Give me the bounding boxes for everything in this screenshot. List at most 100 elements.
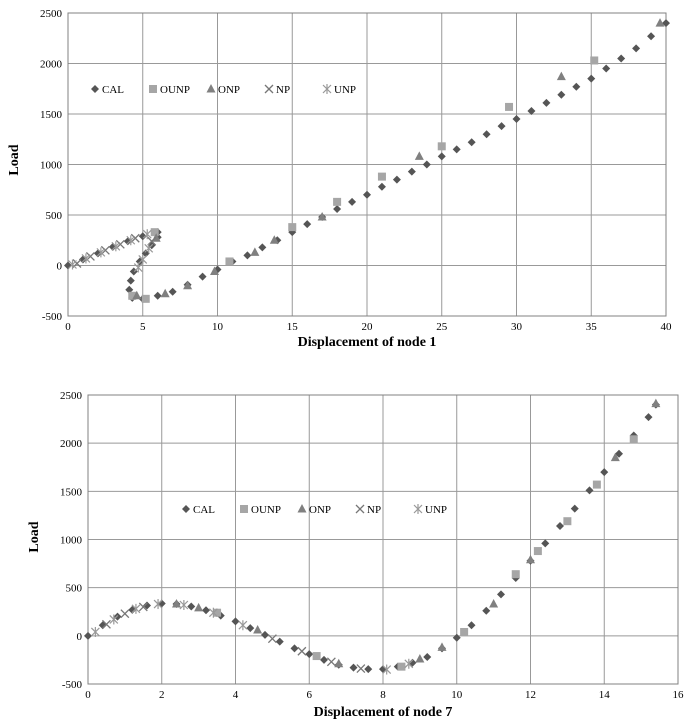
chart1-y-tick-label: 1000 (40, 160, 63, 172)
chart2-np-point (297, 646, 307, 656)
chart-node-1: 0 5 10 15 20 25 30 35 40 -500 0 500 1000 1500 2000 2500… (0, 0, 693, 362)
chart2-y-tick-label: 1500 (60, 486, 83, 498)
chart2-ounp-point (312, 652, 321, 661)
chart1-onp-point (132, 290, 142, 300)
chart1-onp-point (556, 71, 566, 81)
chart1-cal-point (497, 122, 506, 131)
chart1-cal-point (198, 272, 207, 281)
chart2-x-tick-label: 14 (599, 689, 611, 701)
chart2-unp-point (90, 626, 100, 637)
chart1-cal-point (303, 220, 312, 229)
chart2-x-tick-label: 4 (233, 689, 239, 701)
chart2-legend-marker-cal (182, 505, 190, 513)
chart2-cal-point (482, 606, 491, 615)
chart2-x-tick-label: 8 (380, 689, 386, 701)
chart2-legend-marker-np (355, 504, 365, 514)
chart1-y-axis-title: Load (7, 144, 22, 175)
chart2-series-ounp (213, 435, 638, 671)
chart1-cal-point (572, 82, 581, 91)
chart1-cal-point (348, 197, 357, 206)
chart2-ounp-point (213, 608, 222, 617)
chart2-legend-label-np: NP (367, 504, 381, 516)
chart2-legend: CAL OUNP ONP NP UNP (182, 504, 447, 516)
chart1-y-tick-label: -500 (42, 311, 63, 323)
chart1-legend-label-np: NP (276, 84, 290, 96)
chart1-cal-point (422, 160, 431, 169)
chart2-cal-point (644, 413, 653, 422)
chart1-ounp-point (150, 228, 159, 237)
chart2-legend-label-unp: UNP (425, 504, 447, 516)
chart1-legend-label-unp: UNP (334, 84, 356, 96)
chart1-ounp-point (128, 291, 137, 300)
chart2-unp-point (404, 658, 414, 669)
chart1-cal-point (138, 232, 147, 241)
chart1-cal-point (527, 106, 536, 115)
chart1-ounp-point (141, 294, 150, 303)
chart2-cal-point (570, 504, 579, 513)
chart1-onp-point (210, 266, 220, 276)
chart1-np-point (85, 251, 95, 261)
chart2-gridlines (87, 394, 679, 685)
chart2-series-np (101, 602, 366, 674)
chart2-cal-point (231, 617, 240, 626)
chart1-x-axis-title: Displacement of node 1 (298, 335, 437, 350)
chart2-cal-point (84, 631, 92, 640)
chart1-x-tick-label: 30 (511, 321, 523, 333)
chart1-cal-point (437, 152, 446, 161)
chart1-cal-point (662, 19, 670, 28)
chart2-cal-point (364, 665, 373, 674)
chart1-plot-area (67, 12, 667, 317)
chart1-onp-point (183, 280, 193, 290)
chart2-y-tick-label: 0 (77, 631, 83, 643)
chart2-x-tick-label: 16 (673, 689, 685, 701)
chart2-onp-point (172, 599, 181, 608)
chart2-np-point (101, 619, 111, 629)
chart1-x-tick-label: 35 (586, 321, 598, 333)
chart1-x-tick-label: 15 (287, 321, 299, 333)
chart2-onp-point (415, 653, 425, 663)
chart1-y-tick-label: 1500 (40, 109, 63, 121)
chart2-y-axis-title: Load (27, 521, 42, 552)
chart1-y-tick-label: 2000 (40, 59, 63, 71)
chart2-plot-area (87, 394, 679, 685)
chart2-series-onp (172, 398, 661, 668)
chart2-unp-point (153, 599, 163, 610)
chart1-legend-label-onp: ONP (218, 84, 240, 96)
chart2-onp-point (194, 602, 204, 612)
chart1-unp-point (142, 229, 152, 240)
chart1-cal-point (452, 145, 461, 154)
chart1-series-ounp (128, 56, 599, 303)
chart2-np-point (267, 634, 277, 644)
chart1-ounp-point (505, 102, 514, 111)
chart2-unp-point (382, 664, 392, 675)
chart1-cal-point (647, 32, 656, 41)
chart1-cal-point (125, 285, 134, 294)
chart2-cal-point (290, 644, 299, 653)
chart1-cal-point (363, 190, 371, 199)
chart2-cal-point (600, 468, 609, 477)
chart1-onp-point (317, 212, 327, 221)
chart2-cal-point (467, 621, 476, 630)
chart1-onp-point (160, 288, 170, 298)
chart2-legend-marker-ounp (240, 505, 248, 513)
chart1-cal-point (512, 115, 521, 124)
chart1-x-tick-label: 20 (362, 321, 374, 333)
chart1-legend-label-ounp: OUNP (160, 84, 190, 96)
chart2-unp-point (208, 607, 218, 618)
chart2-legend-label-onp: ONP (309, 504, 331, 516)
chart2-x-tick-label: 0 (85, 689, 91, 701)
chart1-cal-point (392, 175, 401, 184)
chart2-x-tick-label: 10 (451, 689, 463, 701)
chart2-cal-point (187, 602, 196, 611)
chart2-y-tick-label: -500 (62, 679, 83, 691)
chart1-ounp-point (437, 142, 446, 151)
chart2-cal-point (541, 539, 550, 548)
chart2-ounp-point (397, 662, 406, 671)
chart2-legend-marker-onp (297, 504, 307, 513)
chart1-series-onp (132, 18, 665, 300)
chart1-cal-point (258, 243, 267, 252)
chart2-cal-point (615, 449, 623, 458)
chart2-cal-point (452, 633, 461, 642)
chart2-cal-point (246, 624, 255, 633)
chart2-y-tick-label: 2000 (60, 438, 83, 450)
